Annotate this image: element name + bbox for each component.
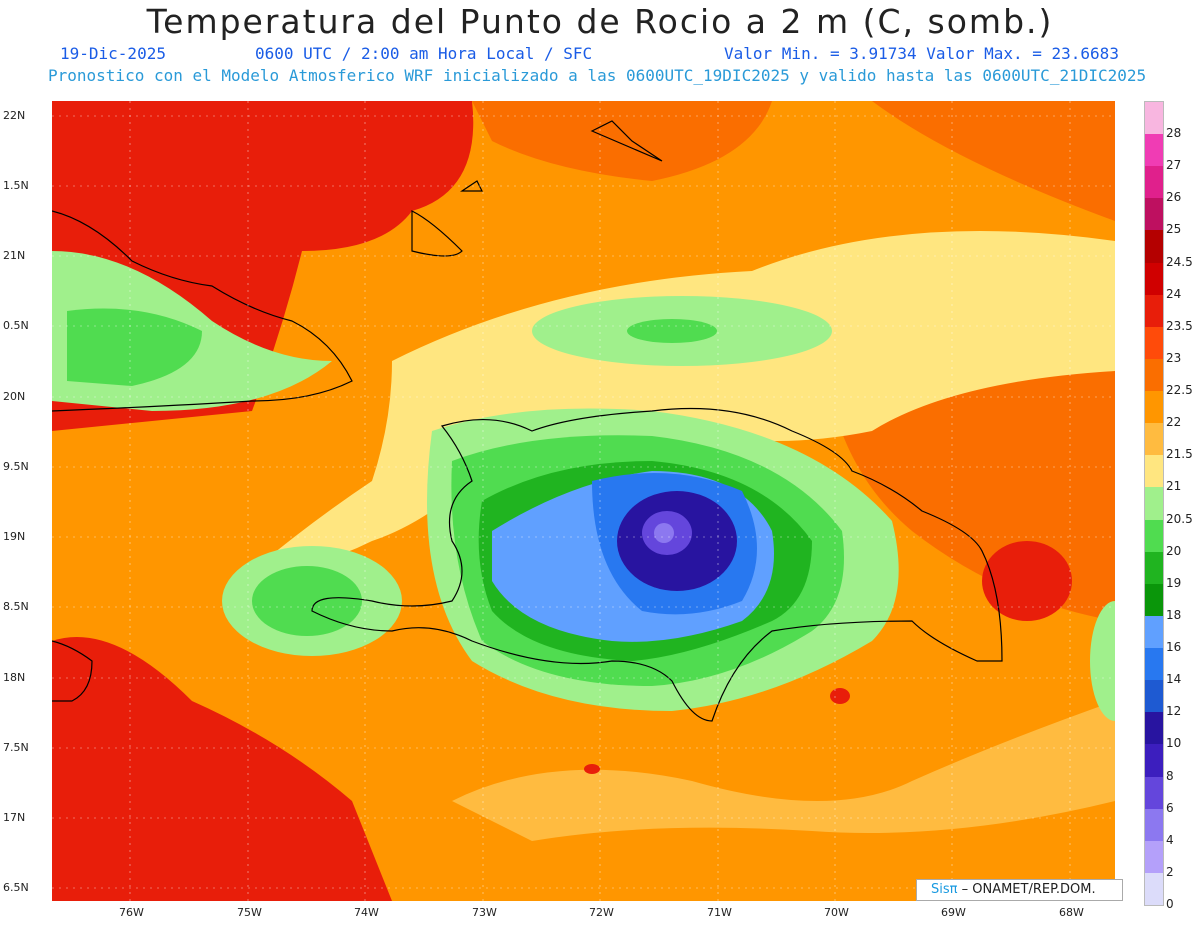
lat-label: 9.5N [3, 460, 29, 473]
colorbar-swatch [1145, 872, 1163, 906]
lon-label: 75W [237, 906, 262, 919]
colorbar-swatch [1145, 712, 1163, 745]
colorbar-swatch [1145, 776, 1163, 810]
colorbar-label: 24.5 [1166, 254, 1193, 269]
sw-moist-core [252, 566, 362, 636]
red-spot-1 [830, 688, 850, 704]
colorbar-label: 25 [1166, 222, 1182, 237]
colorbar-swatch [1145, 808, 1163, 842]
colorbar-label: 27 [1166, 158, 1182, 173]
credit-text: – ONAMET/REP.DOM. [957, 882, 1096, 897]
lat-label: 19N [3, 530, 26, 543]
colorbar-swatch [1145, 615, 1163, 649]
colorbar-swatch [1145, 487, 1163, 521]
colorbar-swatch [1145, 423, 1163, 456]
colorbar-swatch [1145, 519, 1163, 553]
colorbar-label: 0 [1166, 897, 1174, 911]
lat-label: 7.5N [3, 741, 29, 754]
lon-label: 72W [589, 906, 614, 919]
colorbar-label: 12 [1166, 704, 1182, 719]
lat-label: 0.5N [3, 319, 29, 332]
warm-region-n [472, 101, 772, 181]
colorbar-label: 18 [1166, 607, 1182, 622]
lon-label: 70W [824, 906, 849, 919]
lat-label: 8.5N [3, 600, 29, 613]
colorbar-swatch [1145, 648, 1163, 681]
grid-lines [52, 101, 1115, 901]
colorbar-label: 20.5 [1166, 511, 1193, 526]
colorbar-label: 10 [1166, 736, 1182, 751]
moist-band [252, 231, 1115, 571]
colorbar-label: 28 [1166, 126, 1182, 141]
colorbar-label: 19 [1166, 575, 1182, 590]
colorbar-label: 23 [1166, 350, 1182, 365]
cuba-moist-core [67, 308, 202, 386]
warm-region-ene [872, 101, 1115, 221]
colorbar-swatch [1145, 326, 1163, 360]
colorbar-swatch [1145, 680, 1163, 713]
hispaniola-coastline [311, 407, 1003, 722]
warm-spot-east [982, 541, 1072, 621]
colorbar-label: 14 [1166, 672, 1182, 687]
colorbar-swatch [1145, 551, 1163, 585]
sis-logo: Sisπ [931, 882, 958, 897]
colorbar-swatch [1145, 391, 1163, 424]
colorbar-label: 24 [1166, 286, 1182, 301]
colorbar-swatch [1145, 583, 1163, 617]
model-info: Pronostico con el Modelo Atmosferico WRF… [48, 66, 1147, 85]
colorbar-swatch [1145, 262, 1163, 296]
lon-label: 73W [472, 906, 497, 919]
cuba-coastline [52, 210, 353, 412]
jamaica-coastline [52, 640, 93, 702]
colorbar-swatch [1145, 358, 1163, 392]
lat-label: 6.5N [3, 881, 29, 894]
forecast-date: 19-Dic-2025 [60, 44, 166, 63]
lat-label: 17N [3, 811, 26, 824]
colorbar-swatch [1145, 134, 1163, 167]
lat-label: 21N [3, 249, 26, 262]
colorbar-label: 2 [1166, 864, 1174, 879]
colorbar-swatch [1145, 840, 1163, 874]
colorbar-label: 22 [1166, 415, 1182, 430]
colorbar-label: 8 [1166, 768, 1174, 783]
red-spot-2 [584, 764, 600, 774]
colorbar-swatch [1145, 198, 1163, 231]
lat-label: 22N [3, 109, 26, 122]
colorbar-label: 26 [1166, 190, 1182, 205]
colorbar-label: 16 [1166, 640, 1182, 655]
colorbar-label: 6 [1166, 800, 1174, 815]
colorbar [1144, 101, 1164, 906]
lon-label: 74W [354, 906, 379, 919]
lat-label: 18N [3, 671, 26, 684]
colorbar-label: 21 [1166, 479, 1182, 494]
colorbar-label: 22.5 [1166, 383, 1193, 398]
colorbar-label: 21.5 [1166, 447, 1193, 462]
colorbar-label: 4 [1166, 832, 1174, 847]
green-patch-north-core [627, 319, 717, 343]
hispaniola-min-center [654, 523, 674, 543]
lon-label: 76W [119, 906, 144, 919]
chart-title: Temperatura del Punto de Rocio a 2 m (C,… [146, 2, 1054, 41]
time-info: 0600 UTC / 2:00 am Hora Local / SFC [255, 44, 593, 63]
dewpoint-map [52, 101, 1115, 901]
lon-label: 69W [941, 906, 966, 919]
colorbar-swatch [1145, 230, 1163, 264]
colorbar-swatch [1145, 102, 1163, 135]
colorbar-swatch [1145, 166, 1163, 199]
colorbar-swatch [1145, 294, 1163, 328]
colorbar-swatch [1145, 455, 1163, 488]
lon-label: 71W [707, 906, 732, 919]
colorbar-swatch [1145, 744, 1163, 777]
warm-region-sw [52, 637, 392, 901]
map-frame [52, 101, 1115, 901]
colorbar-label: 20 [1166, 543, 1182, 558]
lat-label: 20N [3, 390, 26, 403]
colorbar-label: 23.5 [1166, 318, 1193, 333]
light-orange-band [452, 701, 1115, 841]
lat-label: 1.5N [3, 179, 29, 192]
min-max-values: Valor Min. = 3.91734 Valor Max. = 23.668… [724, 44, 1119, 63]
credit-box: Sisπ – ONAMET/REP.DOM. [916, 879, 1123, 901]
east-moist-patch [1090, 601, 1115, 721]
lon-label: 68W [1059, 906, 1084, 919]
